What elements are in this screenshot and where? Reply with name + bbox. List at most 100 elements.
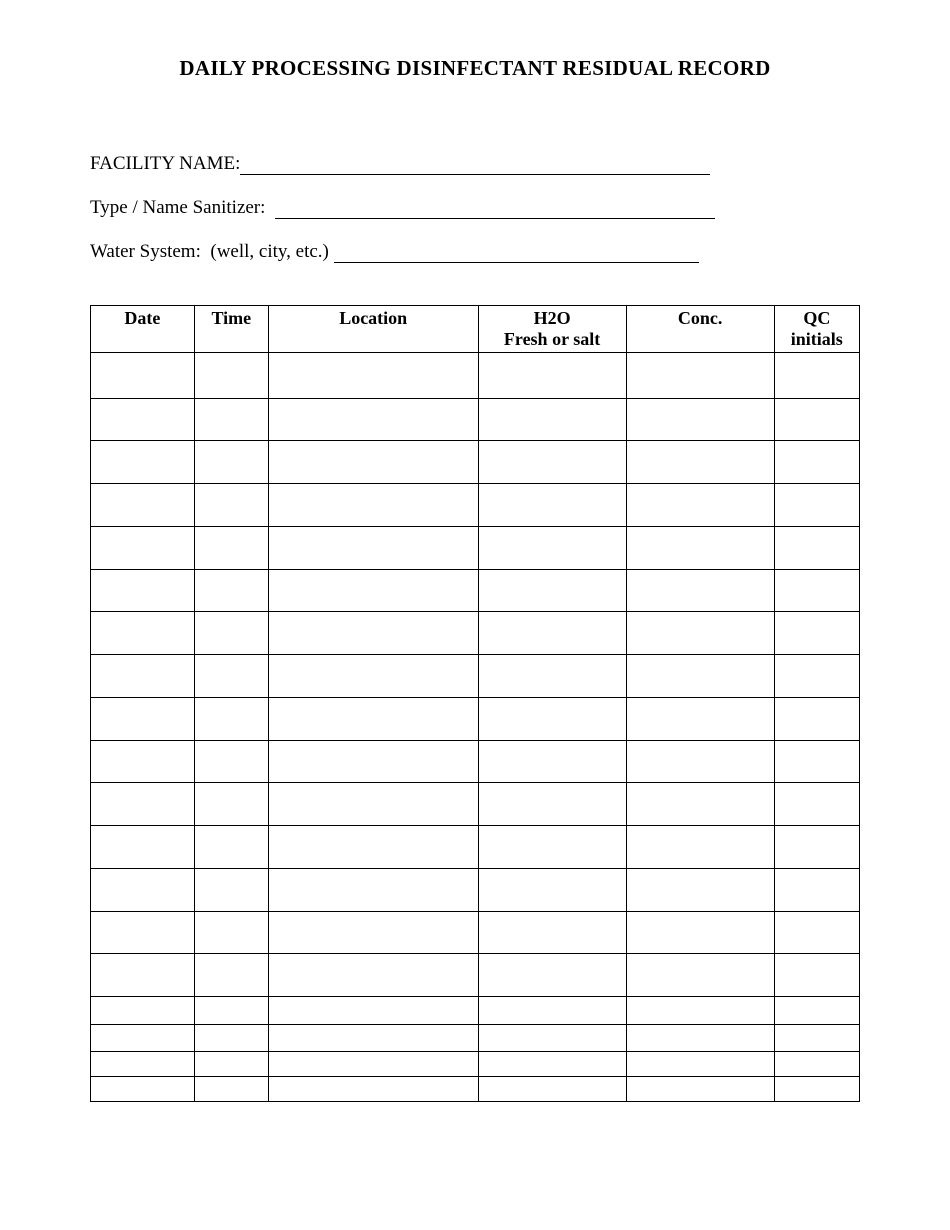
table-cell[interactable] bbox=[268, 997, 478, 1025]
table-cell[interactable] bbox=[774, 484, 859, 527]
table-cell[interactable] bbox=[268, 1077, 478, 1102]
table-cell[interactable] bbox=[268, 399, 478, 441]
table-cell[interactable] bbox=[268, 869, 478, 912]
table-cell[interactable] bbox=[626, 527, 774, 570]
sanitizer-line[interactable] bbox=[275, 200, 715, 219]
table-cell[interactable] bbox=[268, 954, 478, 997]
table-cell[interactable] bbox=[268, 484, 478, 527]
table-cell[interactable] bbox=[268, 655, 478, 698]
table-cell[interactable] bbox=[478, 826, 626, 869]
table-cell[interactable] bbox=[774, 1077, 859, 1102]
table-cell[interactable] bbox=[91, 441, 195, 484]
facility-name-line[interactable] bbox=[240, 156, 710, 175]
table-cell[interactable] bbox=[91, 1025, 195, 1052]
table-cell[interactable] bbox=[774, 441, 859, 484]
table-cell[interactable] bbox=[91, 698, 195, 741]
table-cell[interactable] bbox=[626, 954, 774, 997]
table-cell[interactable] bbox=[478, 527, 626, 570]
table-cell[interactable] bbox=[194, 1077, 268, 1102]
table-cell[interactable] bbox=[478, 612, 626, 655]
table-cell[interactable] bbox=[268, 826, 478, 869]
table-cell[interactable] bbox=[194, 399, 268, 441]
table-cell[interactable] bbox=[194, 997, 268, 1025]
table-cell[interactable] bbox=[194, 570, 268, 612]
table-cell[interactable] bbox=[626, 912, 774, 954]
table-cell[interactable] bbox=[774, 954, 859, 997]
table-cell[interactable] bbox=[774, 912, 859, 954]
table-cell[interactable] bbox=[478, 570, 626, 612]
table-cell[interactable] bbox=[478, 1077, 626, 1102]
table-cell[interactable] bbox=[91, 997, 195, 1025]
table-cell[interactable] bbox=[268, 912, 478, 954]
table-cell[interactable] bbox=[268, 783, 478, 826]
table-cell[interactable] bbox=[478, 1025, 626, 1052]
table-cell[interactable] bbox=[626, 1077, 774, 1102]
table-cell[interactable] bbox=[268, 570, 478, 612]
table-cell[interactable] bbox=[478, 441, 626, 484]
table-cell[interactable] bbox=[91, 741, 195, 783]
table-cell[interactable] bbox=[268, 1052, 478, 1077]
table-cell[interactable] bbox=[194, 655, 268, 698]
table-cell[interactable] bbox=[194, 353, 268, 399]
table-cell[interactable] bbox=[194, 612, 268, 655]
table-cell[interactable] bbox=[774, 826, 859, 869]
table-cell[interactable] bbox=[91, 484, 195, 527]
table-cell[interactable] bbox=[194, 1025, 268, 1052]
table-cell[interactable] bbox=[478, 997, 626, 1025]
table-cell[interactable] bbox=[194, 826, 268, 869]
table-cell[interactable] bbox=[774, 741, 859, 783]
table-cell[interactable] bbox=[626, 570, 774, 612]
table-cell[interactable] bbox=[626, 399, 774, 441]
table-cell[interactable] bbox=[774, 997, 859, 1025]
table-cell[interactable] bbox=[478, 741, 626, 783]
table-cell[interactable] bbox=[774, 698, 859, 741]
table-cell[interactable] bbox=[626, 1025, 774, 1052]
table-cell[interactable] bbox=[774, 353, 859, 399]
table-cell[interactable] bbox=[268, 353, 478, 399]
table-cell[interactable] bbox=[774, 655, 859, 698]
table-cell[interactable] bbox=[268, 441, 478, 484]
table-cell[interactable] bbox=[626, 441, 774, 484]
table-cell[interactable] bbox=[478, 399, 626, 441]
table-cell[interactable] bbox=[268, 527, 478, 570]
table-cell[interactable] bbox=[626, 353, 774, 399]
table-cell[interactable] bbox=[91, 399, 195, 441]
table-cell[interactable] bbox=[774, 399, 859, 441]
table-cell[interactable] bbox=[774, 783, 859, 826]
table-cell[interactable] bbox=[91, 655, 195, 698]
table-cell[interactable] bbox=[774, 527, 859, 570]
table-cell[interactable] bbox=[478, 698, 626, 741]
table-cell[interactable] bbox=[626, 484, 774, 527]
table-cell[interactable] bbox=[478, 954, 626, 997]
table-cell[interactable] bbox=[194, 741, 268, 783]
table-cell[interactable] bbox=[91, 783, 195, 826]
table-cell[interactable] bbox=[194, 484, 268, 527]
table-cell[interactable] bbox=[626, 655, 774, 698]
water-system-line[interactable] bbox=[334, 244, 699, 263]
table-cell[interactable] bbox=[91, 1052, 195, 1077]
table-cell[interactable] bbox=[774, 869, 859, 912]
table-cell[interactable] bbox=[91, 353, 195, 399]
table-cell[interactable] bbox=[774, 1025, 859, 1052]
table-cell[interactable] bbox=[478, 1052, 626, 1077]
table-cell[interactable] bbox=[478, 484, 626, 527]
table-cell[interactable] bbox=[626, 826, 774, 869]
table-cell[interactable] bbox=[626, 1052, 774, 1077]
table-cell[interactable] bbox=[774, 612, 859, 655]
table-cell[interactable] bbox=[194, 1052, 268, 1077]
table-cell[interactable] bbox=[626, 869, 774, 912]
table-cell[interactable] bbox=[91, 826, 195, 869]
table-cell[interactable] bbox=[774, 570, 859, 612]
table-cell[interactable] bbox=[91, 527, 195, 570]
table-cell[interactable] bbox=[268, 1025, 478, 1052]
table-cell[interactable] bbox=[478, 655, 626, 698]
table-cell[interactable] bbox=[194, 783, 268, 826]
table-cell[interactable] bbox=[91, 954, 195, 997]
table-cell[interactable] bbox=[268, 698, 478, 741]
table-cell[interactable] bbox=[194, 869, 268, 912]
table-cell[interactable] bbox=[194, 527, 268, 570]
table-cell[interactable] bbox=[626, 997, 774, 1025]
table-cell[interactable] bbox=[268, 741, 478, 783]
table-cell[interactable] bbox=[626, 698, 774, 741]
table-cell[interactable] bbox=[91, 570, 195, 612]
